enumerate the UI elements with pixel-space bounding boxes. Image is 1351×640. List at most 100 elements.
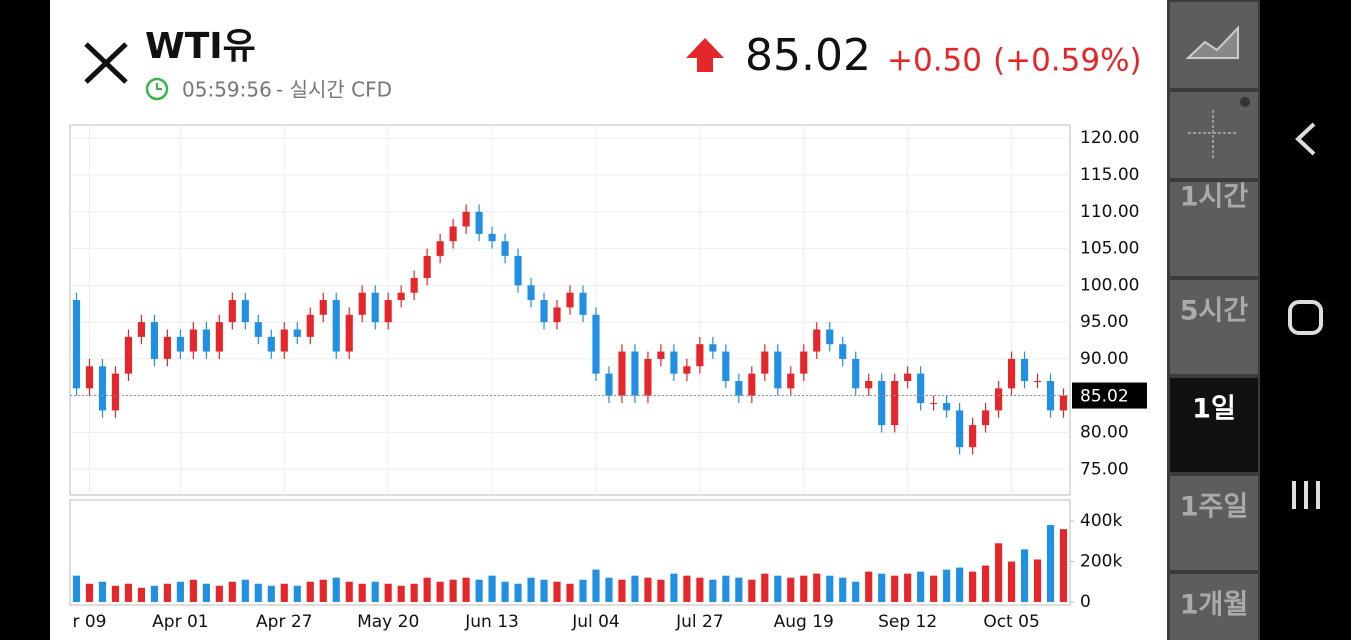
candle-body [904, 373, 912, 381]
candle-body [800, 351, 808, 374]
volume-bar [254, 583, 262, 602]
nav-back[interactable] [1295, 122, 1316, 156]
candle-body [150, 322, 158, 359]
change: +0.50 [887, 43, 982, 79]
volume-bar [787, 577, 795, 602]
candle-body [384, 300, 392, 323]
volume-bar [241, 579, 249, 602]
range-button[interactable] [1170, 280, 1258, 374]
range-label: 1일 [1192, 394, 1236, 425]
x-tick-label: Apr 27 [256, 612, 312, 632]
volume-bar [475, 579, 483, 602]
candle-body [215, 322, 223, 352]
volume-bar [540, 579, 548, 602]
candle-body [982, 410, 990, 426]
candle-body [995, 388, 1003, 411]
volume-bar [683, 575, 691, 602]
volume-bar [930, 575, 938, 602]
volume-bar [358, 583, 366, 602]
close-button[interactable] [84, 42, 128, 84]
volume-bar [826, 575, 834, 602]
volume-bar [280, 583, 288, 602]
candle-body [345, 314, 353, 352]
range-button[interactable] [1170, 378, 1258, 472]
volume-bar [1059, 529, 1068, 602]
candle-body [254, 322, 262, 337]
range-button[interactable] [1170, 574, 1258, 640]
volume-tick-label: 0 [1080, 592, 1091, 612]
candle-body [267, 336, 275, 352]
volume-bar [618, 579, 626, 602]
volume-bar [631, 575, 639, 602]
candle-body [137, 322, 145, 337]
volume-bar [878, 573, 886, 602]
y-tick-label: 120.00 [1080, 128, 1139, 148]
candle-body [371, 292, 379, 323]
line-chart-button[interactable] [1170, 2, 1258, 88]
volume-bar [423, 577, 431, 602]
price-frame [69, 124, 1071, 496]
candle-body [449, 226, 457, 242]
candle-body [683, 366, 691, 374]
volume-bar [228, 581, 236, 602]
volume-bar [943, 569, 951, 602]
candle-body [111, 373, 120, 411]
volume-bar [293, 585, 301, 602]
candle-body [722, 351, 730, 381]
nav-recent[interactable] [1292, 481, 1320, 509]
candle-body [540, 300, 548, 323]
volume-bar [852, 581, 860, 602]
candle-body [423, 255, 431, 279]
candle-body [618, 351, 626, 396]
volume-bar [644, 577, 652, 602]
candle-body [98, 366, 107, 411]
volume-bar [1033, 559, 1042, 602]
volume-bar [735, 577, 743, 602]
x-tick-label: Jul 04 [571, 612, 620, 632]
candle-body [826, 329, 834, 345]
volume-bar [98, 581, 107, 602]
candle-body [1033, 380, 1042, 382]
candle-body [670, 351, 678, 374]
volume-bar [748, 579, 756, 602]
range-label: 1개월 [1180, 590, 1248, 621]
volume-bar [345, 581, 353, 602]
volume-bar [410, 583, 418, 602]
volume-bar [839, 577, 847, 602]
range-button[interactable] [1170, 476, 1258, 570]
volume-bar [202, 583, 210, 602]
candle-body [917, 373, 925, 404]
candle-body [865, 380, 873, 389]
range-label: 1주일 [1180, 492, 1248, 523]
candle-body [553, 307, 561, 323]
volume-bar [969, 571, 977, 602]
volume-bar [670, 573, 678, 602]
volume-bar [553, 581, 561, 602]
up-arrow [686, 38, 724, 72]
volume-bar [995, 543, 1003, 602]
candle-body [709, 344, 717, 352]
volume-bar [761, 573, 769, 602]
range-button[interactable] [1170, 182, 1258, 276]
volume-bar [501, 581, 509, 602]
volume-bar [384, 583, 392, 602]
volume-bar [371, 581, 379, 602]
nav-home[interactable] [1288, 300, 1323, 335]
volume-bar [813, 573, 821, 602]
candle-body [930, 403, 938, 405]
candle-body [839, 344, 847, 359]
volume-bar [436, 581, 444, 602]
change-pct: (+0.59%) [993, 43, 1142, 79]
volume-bar [267, 585, 275, 602]
range-label: 5시간 [1180, 296, 1249, 327]
volume-bar [709, 579, 717, 602]
candle-body [280, 329, 288, 352]
volume-bar [137, 587, 145, 602]
volume-bar [488, 575, 496, 602]
candle-body [891, 380, 899, 426]
panel [50, 0, 1167, 640]
chart: 75.0080.0085.0090.0095.00100.00105.00110… [70, 125, 1147, 632]
candle-body [943, 403, 951, 411]
y-tick-label: 105.00 [1080, 239, 1139, 259]
volume-bar [124, 583, 133, 602]
